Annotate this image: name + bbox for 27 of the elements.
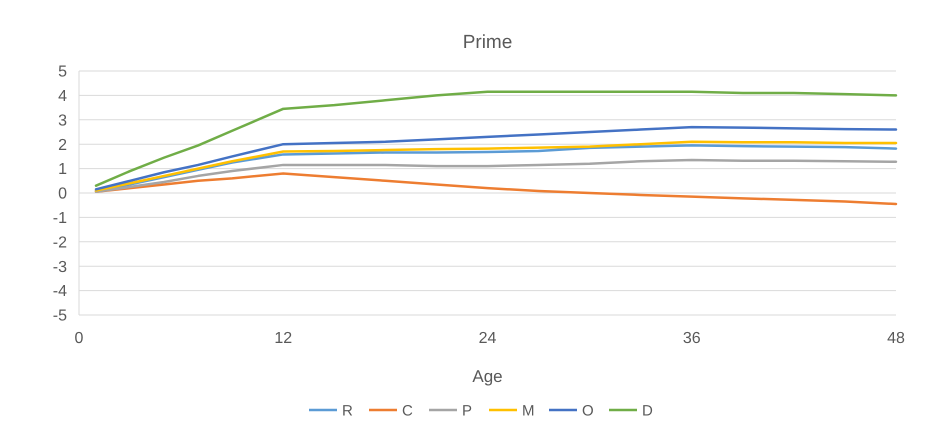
x-tick-label: 12 — [274, 330, 292, 347]
y-tick-label: 0 — [58, 186, 68, 203]
y-tick-label: 1 — [58, 161, 68, 178]
legend-label: O — [582, 402, 594, 420]
chart-title: Prime — [462, 32, 512, 53]
y-tick-label: 5 — [58, 64, 68, 81]
line-series — [94, 126, 898, 191]
legend-label: P — [462, 402, 472, 420]
y-tick-label: -1 — [52, 210, 68, 227]
legend-label: R — [342, 402, 353, 420]
y-tick-label: -4 — [52, 283, 68, 300]
x-tick-label: 36 — [682, 330, 701, 347]
line-series — [94, 158, 898, 194]
x-tick-label: 24 — [478, 330, 496, 347]
y-tick-label: 4 — [58, 88, 68, 105]
y-tick-label: -2 — [52, 234, 68, 252]
legend-label: C — [402, 402, 413, 420]
x-tick-label: 0 — [74, 330, 84, 347]
x-axis-title: Age — [472, 367, 503, 386]
y-tick-label: 3 — [58, 112, 68, 130]
y-tick-label: -3 — [52, 258, 68, 276]
y-tick-label: 2 — [58, 136, 68, 154]
line-series — [94, 90, 898, 187]
y-tick-label: -5 — [52, 308, 68, 325]
x-tick-label: 48 — [887, 330, 905, 347]
legend-label: D — [642, 402, 653, 420]
legend-label: M — [522, 402, 534, 420]
